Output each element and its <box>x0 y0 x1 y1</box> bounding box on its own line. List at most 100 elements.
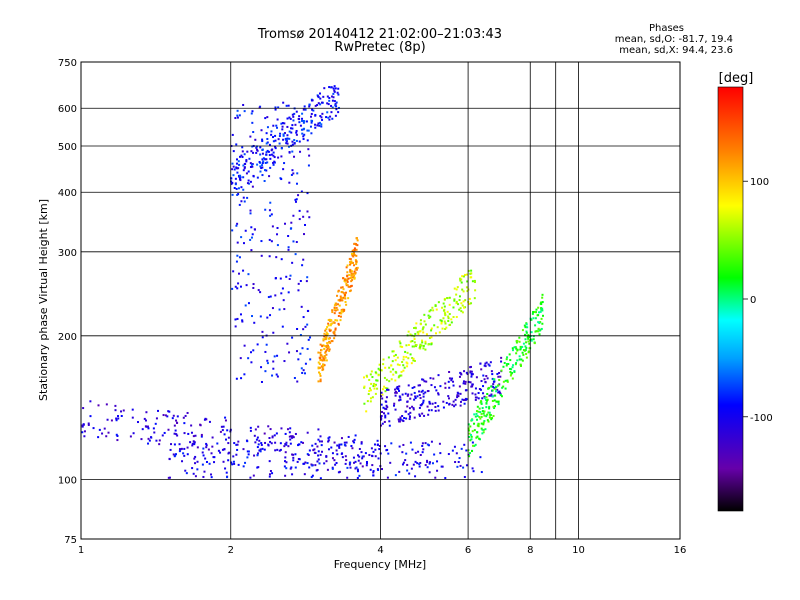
data-point <box>290 466 293 469</box>
data-point <box>495 385 498 388</box>
data-point <box>414 475 417 478</box>
data-point <box>345 303 348 306</box>
data-point <box>249 162 252 165</box>
data-point <box>413 337 416 340</box>
data-point <box>256 176 259 179</box>
data-point <box>275 373 278 376</box>
data-point <box>274 294 277 297</box>
data-point <box>261 140 264 143</box>
data-point <box>175 433 178 436</box>
data-point <box>473 422 476 425</box>
data-point <box>294 253 297 256</box>
data-point <box>432 377 435 380</box>
data-point <box>439 385 442 388</box>
data-point <box>333 304 336 307</box>
data-point <box>280 178 283 181</box>
data-point <box>273 156 276 159</box>
data-point <box>424 391 427 394</box>
data-point <box>81 431 84 434</box>
data-point <box>242 269 245 272</box>
data-point <box>341 452 344 455</box>
data-point <box>350 272 353 275</box>
data-point <box>344 297 347 300</box>
data-point <box>380 468 383 471</box>
data-point <box>518 340 521 343</box>
data-point <box>301 112 304 115</box>
data-point <box>266 316 269 319</box>
data-point <box>380 424 383 427</box>
data-point <box>295 241 298 244</box>
data-point <box>281 287 284 290</box>
data-point <box>236 241 239 244</box>
data-point <box>467 269 470 272</box>
data-point <box>199 423 202 426</box>
data-point <box>264 169 267 172</box>
data-point <box>388 380 391 383</box>
data-point <box>365 410 368 413</box>
data-point <box>470 372 473 375</box>
data-point <box>352 456 355 459</box>
data-point <box>311 444 314 447</box>
data-point <box>304 461 307 464</box>
data-point <box>266 141 269 144</box>
data-point <box>207 448 210 451</box>
data-point <box>395 391 398 394</box>
data-point <box>264 441 267 444</box>
data-point <box>288 130 291 133</box>
data-point <box>349 461 352 464</box>
data-point <box>540 303 543 306</box>
data-point <box>235 143 238 146</box>
data-point <box>331 467 334 470</box>
data-point <box>194 462 197 465</box>
data-point <box>343 294 346 297</box>
data-point <box>253 454 256 457</box>
data-point <box>462 380 465 383</box>
data-point <box>173 432 176 435</box>
data-point <box>413 326 416 329</box>
data-point <box>292 240 295 243</box>
data-point <box>371 396 374 399</box>
data-point <box>268 460 271 463</box>
data-point <box>525 341 528 344</box>
data-point <box>259 315 262 318</box>
data-point <box>497 391 500 394</box>
data-point <box>350 270 353 273</box>
data-point <box>512 364 515 367</box>
data-point <box>158 439 161 442</box>
data-point <box>405 356 408 359</box>
data-point <box>522 353 525 356</box>
data-point <box>485 399 488 402</box>
data-point <box>458 299 461 302</box>
data-point <box>339 299 342 302</box>
data-point <box>295 139 298 142</box>
data-point <box>540 301 543 304</box>
data-point <box>300 128 303 131</box>
data-point <box>414 332 417 335</box>
data-point <box>234 177 237 180</box>
data-point <box>256 343 259 346</box>
data-point <box>252 286 255 289</box>
data-point <box>423 414 426 417</box>
data-point <box>358 474 361 477</box>
data-point <box>360 442 363 445</box>
data-point <box>490 370 493 373</box>
data-point <box>316 104 319 107</box>
data-point <box>322 357 325 360</box>
data-point <box>244 304 247 307</box>
data-point <box>474 398 477 401</box>
data-point <box>317 380 320 383</box>
data-point <box>272 140 275 143</box>
data-point <box>291 473 294 476</box>
data-point <box>237 272 240 275</box>
data-point <box>411 340 414 343</box>
data-point <box>239 177 242 180</box>
data-point <box>265 142 268 145</box>
data-point <box>163 431 166 434</box>
data-point <box>385 404 388 407</box>
data-point <box>270 130 273 133</box>
data-point <box>336 91 339 94</box>
data-point <box>335 108 338 111</box>
data-point <box>341 310 344 313</box>
x-tick-label: 16 <box>674 545 687 556</box>
data-point <box>461 275 464 278</box>
